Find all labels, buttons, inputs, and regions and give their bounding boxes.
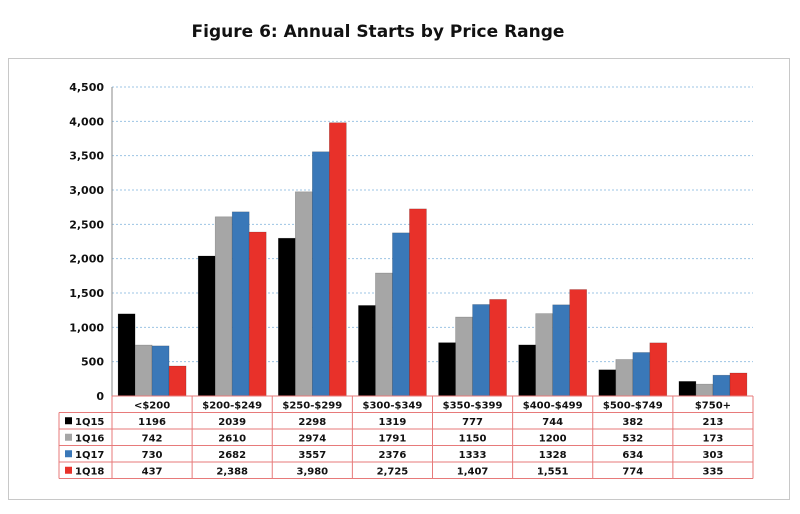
bar <box>695 383 714 397</box>
y-tick-label: 4,500 <box>69 81 104 94</box>
x-tick-label: $250-$299 <box>282 400 342 411</box>
bar <box>535 313 553 397</box>
bar <box>632 352 651 397</box>
data-label: 2298 <box>298 417 326 428</box>
bar <box>712 374 731 397</box>
data-label: 1791 <box>379 433 407 444</box>
data-label: 1200 <box>539 433 567 444</box>
y-tick-label: 0 <box>96 390 104 403</box>
data-label: 3,980 <box>296 466 328 477</box>
x-tick-label: $750+ <box>695 400 731 411</box>
bar <box>329 122 347 397</box>
data-label: 2376 <box>379 450 407 461</box>
legend-label: 1Q18 <box>75 466 104 477</box>
bar <box>729 372 748 397</box>
legend-swatch <box>65 466 72 474</box>
bar <box>248 231 267 397</box>
data-label: 777 <box>462 417 483 428</box>
y-tick-label: 2,500 <box>69 218 104 231</box>
data-label: 2,388 <box>216 466 248 477</box>
data-label: 2610 <box>218 433 246 444</box>
chart-frame: 0 500 1,000 1,500 2,000 2,500 3,000 3,500 4,000 4… <box>8 58 790 500</box>
data-label: 1150 <box>459 433 487 444</box>
bar <box>231 211 250 397</box>
data-label: 744 <box>542 417 563 428</box>
bar <box>409 208 427 397</box>
y-tick-label: 500 <box>81 356 104 369</box>
bar <box>117 313 136 397</box>
bar <box>455 316 473 397</box>
data-label: 742 <box>142 433 163 444</box>
data-label: 303 <box>703 450 724 461</box>
bar <box>168 365 187 397</box>
x-tick-label: $350-$399 <box>443 400 503 411</box>
bar <box>649 342 668 397</box>
legend-swatch <box>65 450 72 458</box>
data-label: 437 <box>142 466 163 477</box>
bar <box>615 359 634 397</box>
legend-label: 1Q17 <box>75 450 104 461</box>
y-tick-label: 1,000 <box>69 321 104 334</box>
data-label: 173 <box>703 433 724 444</box>
bar <box>197 255 216 397</box>
data-label: 213 <box>703 417 724 428</box>
data-label: 1,551 <box>537 466 569 477</box>
bar <box>472 304 490 397</box>
data-label: 2039 <box>218 417 246 428</box>
bar <box>569 289 587 397</box>
data-label: 1319 <box>379 417 407 428</box>
y-tick-label: 3,000 <box>69 184 104 197</box>
y-tick-label: 4,000 <box>69 115 104 128</box>
bar <box>312 151 330 397</box>
data-label: 1328 <box>539 450 567 461</box>
bar <box>278 237 296 397</box>
x-tick-label: $500-$749 <box>603 400 663 411</box>
bar <box>598 369 617 397</box>
bar <box>438 342 456 397</box>
chart-title: Figure 6: Annual Starts by Price Range <box>191 22 565 42</box>
bar <box>678 381 697 397</box>
bar <box>151 345 170 397</box>
data-label: 532 <box>622 433 643 444</box>
legend-swatch <box>65 433 72 441</box>
y-tick-label: 3,500 <box>69 150 104 163</box>
bar <box>552 304 570 397</box>
x-tick-label: $400-$499 <box>523 400 583 411</box>
legend-label: 1Q16 <box>75 433 104 444</box>
bar <box>392 232 410 397</box>
y-tick-label: 1,500 <box>69 287 104 300</box>
data-label: 2974 <box>298 433 326 444</box>
data-label: 1196 <box>138 417 166 428</box>
data-label: 2,725 <box>377 466 409 477</box>
y-tick-label: 2,000 <box>69 253 104 266</box>
bar <box>375 272 393 397</box>
bar <box>358 305 376 397</box>
data-label: 335 <box>703 466 724 477</box>
data-label: 2682 <box>218 450 246 461</box>
data-label: 730 <box>142 450 163 461</box>
bar <box>134 344 153 397</box>
data-label: 774 <box>622 466 643 477</box>
data-label: 1,407 <box>457 466 489 477</box>
data-label: 634 <box>622 450 643 461</box>
data-label: 382 <box>622 417 643 428</box>
data-label: 1333 <box>459 450 487 461</box>
bar <box>295 191 313 397</box>
x-tick-label: $300-$349 <box>363 400 423 411</box>
x-tick-label: <$200 <box>134 400 170 411</box>
bar <box>214 216 233 397</box>
legend-label: 1Q15 <box>75 417 104 428</box>
bar <box>518 344 536 397</box>
data-label: 3557 <box>298 450 326 461</box>
legend-swatch <box>65 417 72 425</box>
x-tick-label: $200-$249 <box>202 400 262 411</box>
bar <box>489 299 507 397</box>
bar-chart: 0 500 1,000 1,500 2,000 2,500 3,000 3,500 4,000 4… <box>58 81 754 479</box>
